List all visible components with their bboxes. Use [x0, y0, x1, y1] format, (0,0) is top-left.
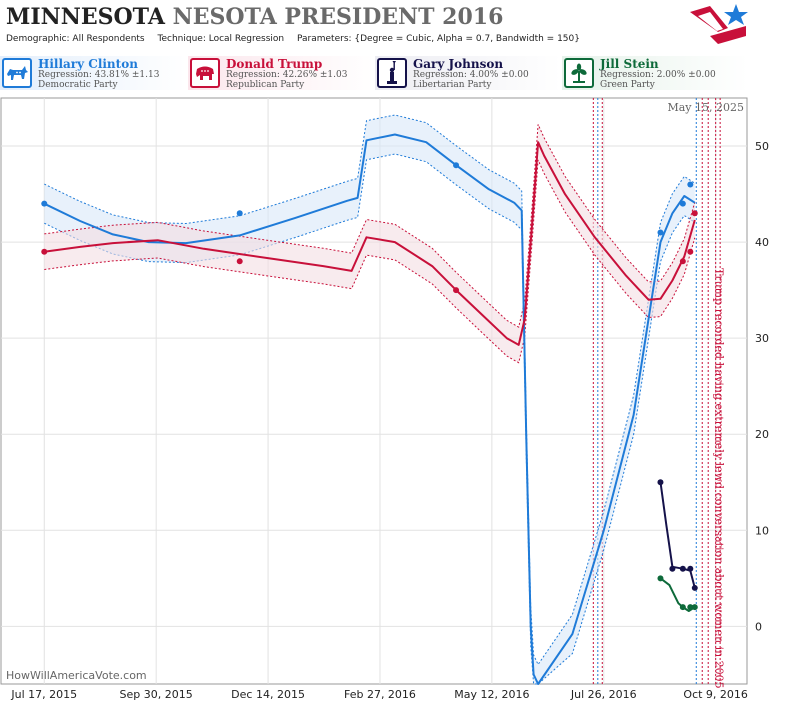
band-lower-line: [44, 159, 696, 364]
watermark: HowWillAmericaVote.com: [6, 669, 147, 682]
candidate-regression: Regression: 43.81% ±1.13: [38, 70, 160, 80]
candidate-card-stein[interactable]: Jill Stein Regression: 2.00% ±0.00 Green…: [562, 56, 748, 90]
x-tick-label: Sep 30, 2015: [120, 688, 193, 701]
donkey-icon: [2, 58, 32, 88]
candidate-name: Hillary Clinton: [38, 57, 138, 71]
poll-point: [236, 210, 243, 217]
x-tick-label: Jul 17, 2015: [10, 688, 77, 701]
demographic-label: Demographic: All Respondents: [6, 34, 145, 44]
date-label: May 15, 2025: [667, 101, 744, 114]
plant-icon: [564, 58, 594, 88]
parameters-line: Demographic: All Respondents Technique: …: [6, 34, 590, 44]
poll-point: [687, 181, 694, 188]
poll-point: [687, 565, 694, 572]
title-race: NESOTA PRESIDENT 2016: [172, 4, 504, 30]
statue-of-liberty-icon: [377, 58, 407, 88]
candidate-name: Jill Stein: [600, 57, 659, 71]
band-lower-line: [44, 153, 696, 685]
trend-line: [659, 482, 696, 589]
poll-point: [691, 210, 698, 217]
poll-point: [687, 604, 694, 611]
y-tick-label: 40: [755, 236, 769, 249]
title-state: MINNESOTA: [6, 4, 165, 30]
candidate-name: Donald Trump: [226, 57, 323, 71]
trend-line: [44, 141, 696, 346]
poll-point: [679, 258, 686, 265]
candidate-regression: Regression: 42.26% ±1.03: [226, 70, 348, 80]
candidate-name: Gary Johnson: [413, 57, 504, 71]
poll-point: [679, 604, 686, 611]
x-tick-label: Feb 27, 2016: [344, 688, 416, 701]
y-tick-label: 50: [755, 140, 769, 153]
plot-frame: [0, 97, 748, 685]
band-upper-line: [44, 124, 696, 328]
y-axis: 0 10 20 30 40 50: [755, 140, 769, 633]
poll-point: [453, 162, 460, 169]
technique-label: Technique: Local Regression: [157, 34, 285, 44]
x-tick-label: Jul 26, 2016: [570, 688, 637, 701]
page-title: MINNESOTA NESOTA PRESIDENT 2016: [6, 4, 503, 30]
candidate-card-johnson[interactable]: Gary Johnson Regression: 4.00% ±0.00 Lib…: [375, 56, 561, 90]
poll-point: [41, 200, 48, 207]
site-logo-icon: [688, 2, 750, 56]
confidence-band: [44, 124, 695, 363]
poll-point: [691, 584, 698, 591]
poll-point: [657, 479, 664, 486]
y-tick-label: 0: [755, 620, 762, 633]
poll-point: [691, 604, 698, 611]
poll-point: [679, 565, 686, 572]
x-tick-label: Dec 14, 2015: [231, 688, 305, 701]
candidate-party: Republican Party: [226, 80, 305, 90]
trend-line: [43, 133, 696, 685]
poll-point: [453, 287, 460, 294]
candidate-party: Libertarian Party: [413, 80, 492, 90]
poll-points: [41, 162, 698, 611]
chart-annotation: Trump recorded having extremely lewd con…: [713, 268, 726, 689]
candidate-party: Green Party: [600, 80, 655, 90]
y-tick-label: 30: [755, 332, 769, 345]
y-tick-label: 10: [755, 524, 769, 537]
parameters-label: Parameters: {Degree = Cubic, Alpha = 0.7…: [297, 34, 580, 44]
elephant-icon: [190, 58, 220, 88]
x-tick-label: Oct 9, 2016: [683, 688, 748, 701]
poll-point: [41, 248, 48, 255]
band-upper-line: [44, 114, 696, 666]
poll-point: [679, 200, 686, 207]
x-axis: Jul 17, 2015 Sep 30, 2015 Dec 14, 2015 Feb …: [10, 688, 748, 701]
candidate-regression: Regression: 2.00% ±0.00: [600, 70, 716, 80]
confidence-bands: [44, 114, 696, 685]
candidate-party: Democratic Party: [38, 80, 118, 90]
poll-point: [236, 258, 243, 265]
candidate-card-clinton[interactable]: Hillary Clinton Regression: 43.81% ±1.13…: [0, 56, 186, 90]
candidate-regression: Regression: 4.00% ±0.00: [413, 70, 529, 80]
candidate-card-trump[interactable]: Donald Trump Regression: 42.26% ±1.03 Re…: [188, 56, 374, 90]
y-tick-label: 20: [755, 428, 769, 441]
poll-point: [657, 229, 664, 236]
poll-point: [669, 565, 676, 572]
poll-point: [657, 575, 664, 582]
event-markers: [592, 98, 721, 684]
trend-lines: [43, 133, 696, 685]
poll-point: [687, 248, 694, 255]
x-tick-label: May 12, 2016: [454, 688, 529, 701]
